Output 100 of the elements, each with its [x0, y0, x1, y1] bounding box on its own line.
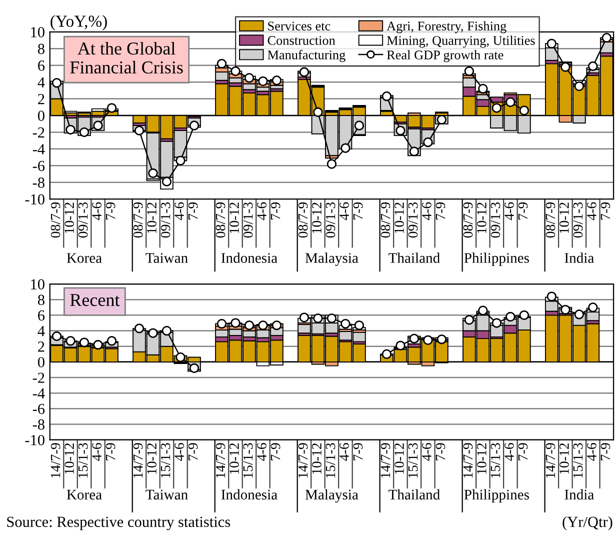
x-tick-label: 4-6 [257, 443, 266, 461]
y-tick-label: 2 [38, 94, 44, 104]
y-tick-label: -6 [32, 404, 45, 414]
x-tick-label: 09/1-3 [78, 202, 88, 238]
y-tick-label: -10 [25, 194, 44, 205]
x-tick-label: 7-9 [436, 443, 446, 460]
y-tick-label: -8 [32, 178, 44, 188]
x-tick-label: 4-6 [257, 202, 266, 220]
text: India [564, 252, 594, 263]
x-tick-label: 14/7-9 [463, 443, 473, 478]
text: Taiwan [146, 253, 188, 263]
text: Thailand [388, 489, 440, 500]
x-tick-label: 10-12 [64, 202, 74, 234]
text: India [564, 489, 594, 500]
x-tick-label: 7-9 [353, 202, 363, 220]
text: Malaysia [305, 489, 358, 503]
text: Philippines [464, 252, 529, 266]
x-tick-label: 7-9 [518, 443, 528, 460]
x-tick-label: 4-6 [504, 202, 514, 220]
text: Indonesia [221, 489, 278, 500]
x-tick-label: 10-12 [230, 443, 239, 474]
x-tick-label: 08/7-9 [546, 202, 556, 238]
x-tick-label: 4-6 [587, 443, 596, 461]
x-tick-label: 7-9 [270, 202, 280, 220]
x-tick-label: 4-6 [92, 202, 102, 220]
x-tick-label: 08/7-9 [298, 202, 308, 238]
x-tick-label: 7-9 [106, 443, 116, 460]
x-tick-label: 09/1-3 [326, 202, 336, 238]
x-tick-label: 10-12 [560, 443, 569, 474]
x-tick-label: 10-12 [477, 202, 486, 234]
x-tick-label: 10-12 [394, 202, 404, 234]
legend-label: Services etc [268, 22, 330, 31]
text: (Yr/Qtr) [562, 516, 612, 530]
x-tick-label: 09/1-3 [243, 202, 253, 238]
text: Korea [66, 490, 102, 500]
x-tick-label: 7-9 [353, 443, 363, 460]
text: Korea [66, 253, 102, 263]
x-tick-label: 09/1-3 [573, 202, 583, 238]
x-tick-label: 08/7-9 [463, 202, 473, 238]
x-tick-label: 7-9 [518, 202, 528, 220]
x-tick-label: 15/1-3 [490, 443, 500, 478]
x-tick-label: 4-6 [422, 202, 432, 220]
x-tick-label: 10-12 [147, 443, 156, 474]
x-tick-label: 09/1-3 [490, 202, 500, 238]
legend-label: Agri, Forestry, Fishing [386, 21, 506, 34]
x-tick-label: 10-12 [312, 202, 322, 234]
x-tick-label: 15/1-3 [573, 443, 583, 478]
x-tick-label: 10-12 [560, 202, 569, 234]
x-tick-label: 7-9 [436, 202, 446, 220]
x-tick-label: 14/7-9 [380, 443, 390, 478]
y-tick-label: -2 [32, 372, 44, 383]
x-tick-label: 4-6 [422, 443, 432, 461]
text: Philippines [464, 489, 529, 503]
text: Indonesia [221, 252, 278, 263]
y-tick-label: -2 [32, 127, 44, 138]
y-tick-label: -10 [25, 434, 44, 446]
x-tick-label: 7-9 [106, 202, 116, 220]
y-tick-label: 10 [31, 27, 44, 38]
y-tick-label: 10 [31, 279, 44, 290]
x-tick-label: 7-9 [270, 443, 280, 460]
x-tick-label: 14/7-9 [298, 443, 308, 478]
x-tick-label: 7-9 [600, 443, 610, 460]
x-tick-label: 7-9 [600, 202, 610, 220]
chart-subtitle: Recent [70, 294, 120, 306]
x-tick-label: 08/7-9 [216, 202, 226, 238]
x-tick-label: 10-12 [147, 202, 156, 234]
x-tick-label: 14/7-9 [133, 443, 143, 478]
text: Malaysia [305, 252, 358, 266]
x-tick-label: 15/1-3 [243, 443, 253, 478]
x-tick-label: 09/1-3 [160, 202, 170, 238]
y-tick-label: 8 [38, 294, 44, 306]
x-tick-label: 15/1-3 [78, 443, 88, 478]
x-tick-label: 15/1-3 [326, 443, 336, 478]
y-tick-label: -6 [32, 160, 45, 172]
y-tick-label: 2 [38, 342, 44, 352]
x-tick-label: 10-12 [230, 202, 239, 234]
x-tick-label: 14/7-9 [546, 443, 556, 478]
y-tick-label: 0 [38, 357, 44, 368]
x-tick-label: 4-6 [504, 443, 514, 461]
x-tick-label: 7-9 [188, 443, 198, 460]
text: Thailand [388, 252, 440, 263]
x-tick-label: 10-12 [312, 443, 322, 474]
x-tick-label: 10-12 [394, 443, 404, 474]
y-tick-label: -8 [32, 419, 44, 430]
y-tick-label: 0 [38, 110, 44, 121]
legend-label: Construction [268, 36, 336, 45]
x-tick-label: 08/7-9 [380, 202, 390, 238]
x-tick-label: 14/7-9 [50, 443, 60, 478]
x-tick-label: 09/1-3 [408, 202, 418, 238]
y-tick-label: 6 [38, 60, 45, 71]
x-tick-label: 4-6 [340, 202, 349, 220]
x-tick-label: 4-6 [174, 202, 184, 220]
y-tick-label: -4 [32, 144, 45, 154]
legend-label: Mining, Quarrying, Utilities [386, 36, 535, 48]
x-tick-label: 4-6 [340, 443, 349, 461]
text: At the Global Financial Crisis [70, 42, 183, 74]
y-tick-label: 6 [38, 310, 45, 321]
y-tick-label: -4 [32, 388, 45, 398]
x-tick-label: 4-6 [92, 443, 102, 461]
x-tick-label: 08/7-9 [50, 202, 60, 238]
